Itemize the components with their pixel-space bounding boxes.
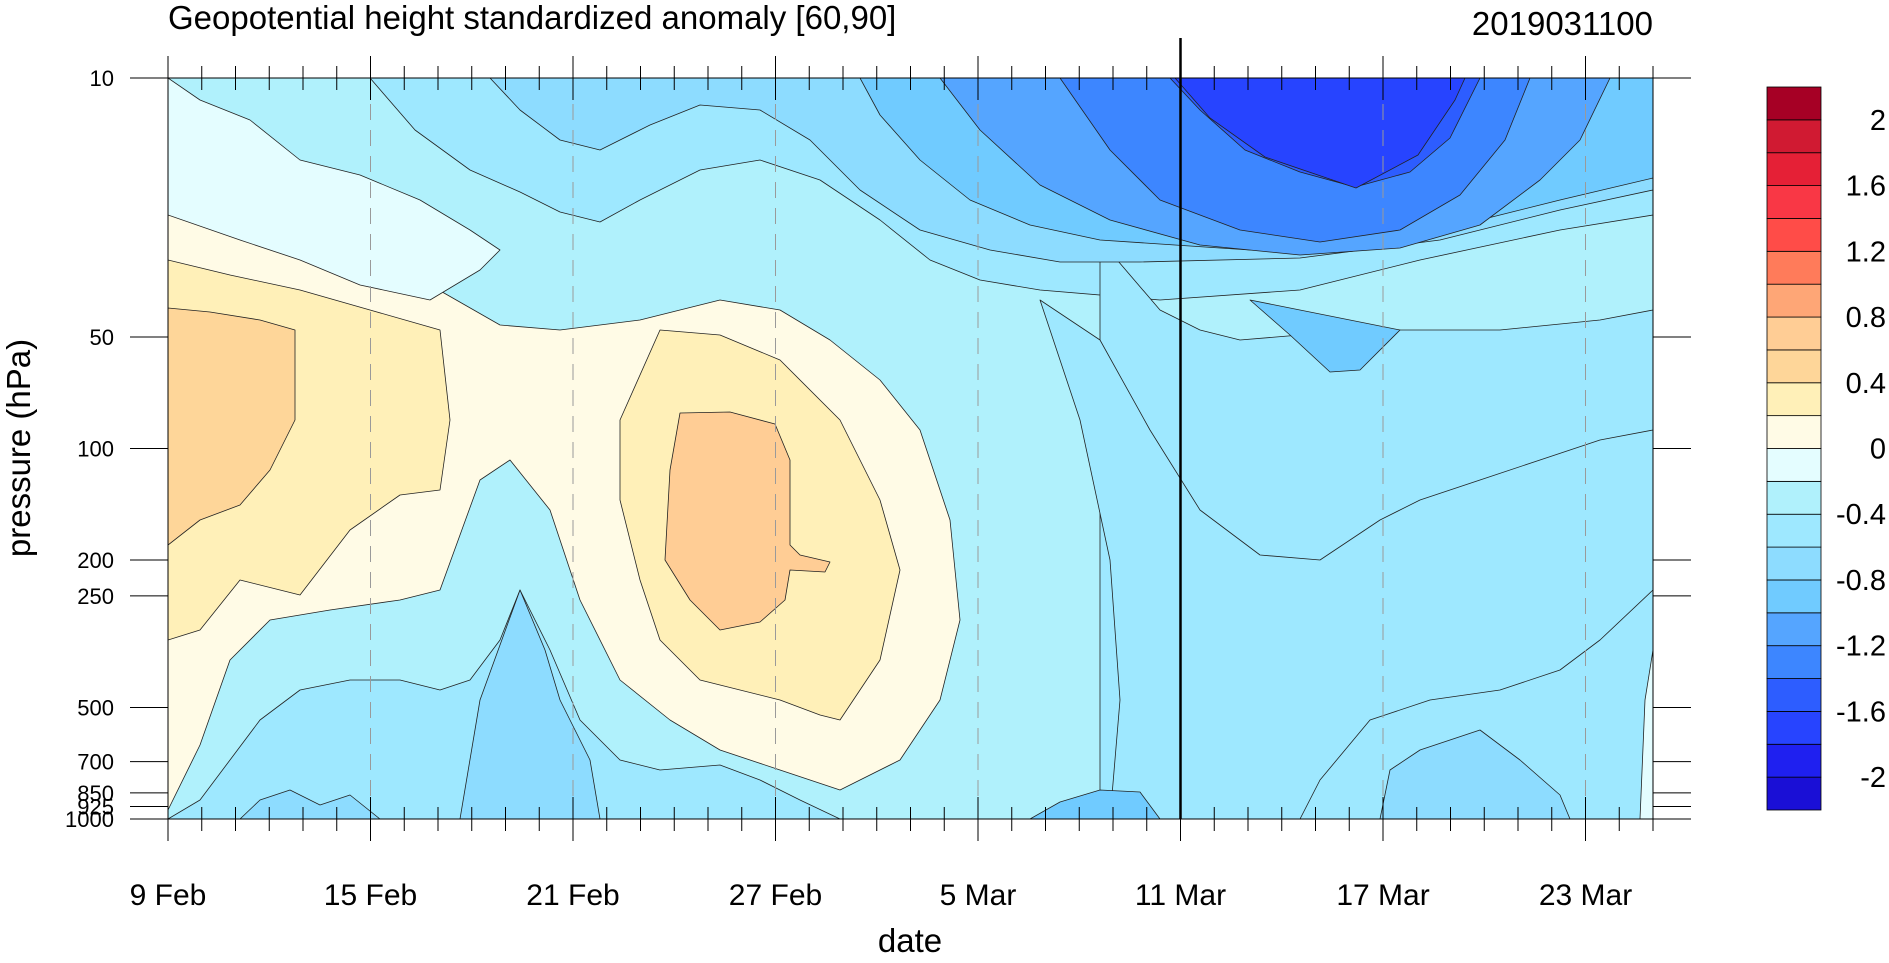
colorbar-label: -1.2 xyxy=(1836,631,1886,663)
colorbar-swatch xyxy=(1766,513,1822,548)
colorbar-swatch xyxy=(1766,185,1822,219)
contour-band xyxy=(1249,299,1401,373)
y-tick-label: 925 xyxy=(77,794,114,819)
colorbar-swatch xyxy=(1766,645,1822,679)
colorbar-swatch xyxy=(1766,711,1822,745)
contour-band xyxy=(459,589,601,819)
contour-band xyxy=(239,789,381,819)
contour-band xyxy=(168,307,296,546)
contour-band xyxy=(1639,649,1653,819)
colorbar-swatch xyxy=(1766,579,1822,614)
x-tick-label: 5 Mar xyxy=(940,879,1017,912)
contour-band xyxy=(664,411,831,631)
y-axis-label: pressure (hPa) xyxy=(0,339,37,557)
colorbar-label: 1.6 xyxy=(1846,171,1886,203)
colorbar-label: 0.4 xyxy=(1846,368,1886,400)
x-axis: 9 Feb 15 Feb 21 Feb 27 Feb 5 Mar 11 Mar 17 Mar… xyxy=(130,56,1654,912)
y-tick-label: 200 xyxy=(77,548,114,573)
y-tick-label: 10 xyxy=(90,66,114,91)
colorbar-swatch xyxy=(1766,480,1822,515)
colorbar-swatch xyxy=(1766,349,1822,384)
x-tick-label: 17 Mar xyxy=(1336,879,1429,912)
contour-field xyxy=(168,78,1653,819)
colorbar-swatch xyxy=(1766,678,1822,712)
contour-band xyxy=(168,78,501,301)
colorbar-swatch xyxy=(1766,743,1822,778)
x-tick-label: 21 Feb xyxy=(526,879,619,912)
colorbar: 2 1.6 1.2 0.8 0.4 0 -0.4 -0.8 -1.2 -1.6 -2 xyxy=(1766,86,1886,811)
colorbar-swatch xyxy=(1766,382,1822,417)
x-tick-label: 9 Feb xyxy=(130,879,207,912)
y-tick-label: 50 xyxy=(90,325,114,350)
x-tick-label: 23 Mar xyxy=(1539,879,1632,912)
colorbar-swatch xyxy=(1766,119,1822,154)
colorbar-swatch xyxy=(1766,546,1822,581)
colorbar-swatch xyxy=(1766,776,1822,811)
colorbar-swatch xyxy=(1766,316,1822,351)
colorbar-swatch xyxy=(1766,250,1822,285)
contour-band xyxy=(1029,789,1161,819)
y-tick-label: 250 xyxy=(77,584,114,609)
colorbar-swatch xyxy=(1766,218,1822,252)
y-tick-label: 500 xyxy=(77,695,114,720)
date-stamp: 2019031100 xyxy=(1472,5,1653,42)
contour-band xyxy=(1039,299,1653,819)
colorbar-swatch xyxy=(1766,152,1822,186)
y-tick-label: 1000 xyxy=(65,807,114,832)
chart-title: Geopotential height standardized anomaly… xyxy=(168,0,896,36)
contour-band xyxy=(1174,78,1466,189)
x-tick-label: 27 Feb xyxy=(729,879,822,912)
colorbar-label: -1.6 xyxy=(1836,696,1886,728)
colorbar-label: 0 xyxy=(1870,434,1886,466)
colorbar-label: -0.4 xyxy=(1836,499,1886,531)
colorbar-swatch xyxy=(1766,86,1822,121)
colorbar-label: 0.8 xyxy=(1846,302,1886,334)
x-tick-label: 11 Mar xyxy=(1135,879,1226,912)
x-tick-label: 15 Feb xyxy=(324,879,417,912)
colorbar-label: 1.2 xyxy=(1846,236,1886,268)
y-tick-label: 850 xyxy=(77,781,114,806)
colorbar-swatch xyxy=(1766,612,1822,647)
colorbar-label: -0.8 xyxy=(1836,565,1886,597)
contour-band xyxy=(1379,729,1571,819)
colorbar-swatch xyxy=(1766,448,1822,482)
colorbar-swatch xyxy=(1766,415,1822,449)
colorbar-label: 2 xyxy=(1870,105,1886,137)
x-axis-label: date xyxy=(878,922,942,959)
colorbar-label: -2 xyxy=(1860,762,1886,794)
y-tick-label: 100 xyxy=(77,437,114,462)
y-tick-label: 700 xyxy=(77,750,114,775)
colorbar-swatch xyxy=(1766,283,1822,318)
